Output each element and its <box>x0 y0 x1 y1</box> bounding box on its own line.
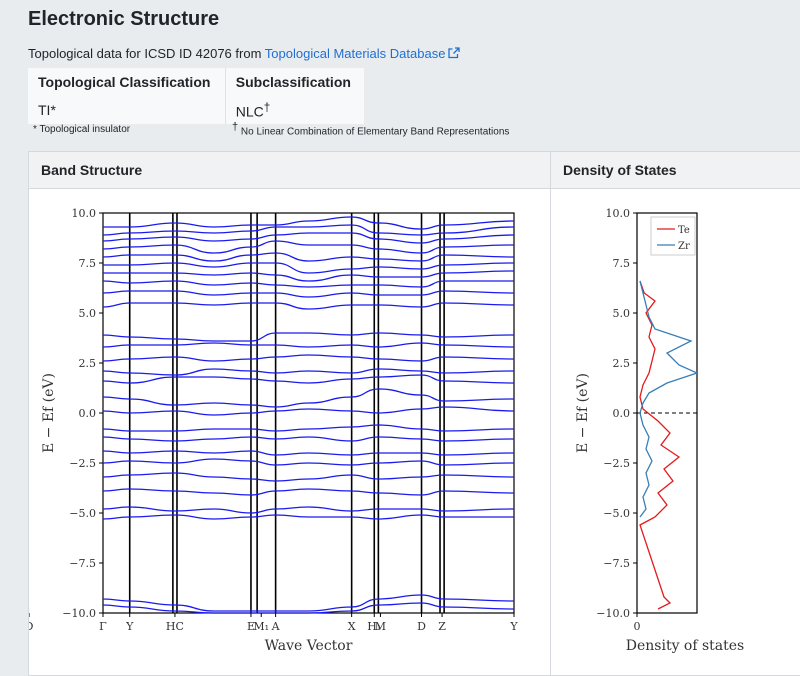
dos-series-zr <box>639 280 699 518</box>
band-line <box>102 374 515 384</box>
legend-label-zr: Zr <box>678 241 690 252</box>
y-tick-label: −10.0 <box>62 607 96 620</box>
band-line <box>102 252 515 262</box>
kpoint-label: M₁ <box>253 620 269 633</box>
band-line <box>102 436 515 442</box>
band-line <box>102 224 515 236</box>
band-line <box>102 232 515 244</box>
kpoint-label: D <box>417 620 426 633</box>
dos-y-tick-label: 2.5 <box>613 357 631 370</box>
band-line <box>102 602 515 614</box>
band-line <box>102 506 515 514</box>
kpoint-label: H₁ <box>367 620 381 633</box>
kpoint-label: Γ <box>99 620 107 633</box>
y-tick-label: −2.5 <box>69 457 96 470</box>
kpoint-label: Y <box>125 620 134 633</box>
y-axis-label: E − Ef (eV) <box>41 373 57 453</box>
classification-header: Topological Classification <box>38 74 211 90</box>
footnote-ti: * Topological insulator <box>33 124 131 135</box>
classification-table: Topological Classification Subclassifica… <box>28 68 364 124</box>
dos-y-tick-label: 10.0 <box>606 207 631 220</box>
dos-legend: Te Zr <box>650 216 696 256</box>
footnote-nlc: † No Linear Combination of Elementary Ba… <box>232 121 509 137</box>
x-axis-label: Wave Vector <box>265 638 353 654</box>
band-line <box>102 406 515 416</box>
classification-value: TI* <box>38 102 56 118</box>
dos-x-tick-label: 0 <box>634 620 641 633</box>
dos-y-tick-label: −10.0 <box>596 607 630 620</box>
external-link-icon[interactable] <box>448 47 461 62</box>
dos-y-tick-label: 7.5 <box>613 257 631 270</box>
kpoint-label: HC <box>166 620 184 633</box>
dos-y-tick-label: 5.0 <box>613 307 631 320</box>
topological-db-link[interactable]: Topological Materials Database <box>264 46 446 61</box>
source-prefix: Topological data for ICSD ID 42076 from <box>28 46 265 61</box>
y-tick-label: 0.0 <box>79 407 97 420</box>
source-line: Topological data for ICSD ID 42076 from … <box>28 46 461 62</box>
band-line <box>102 450 515 456</box>
band-line <box>102 216 515 230</box>
band-line <box>102 354 515 362</box>
dos-y-axis-label: E − Ef (eV) <box>575 373 591 453</box>
band-line <box>102 424 515 432</box>
subclassification-header: Subclassification <box>224 68 364 96</box>
footnote-nlc-sup: † <box>232 121 239 133</box>
kpoint-label: E <box>247 620 255 633</box>
y-tick-label: −5.0 <box>69 507 96 520</box>
band-line <box>102 302 515 310</box>
dos-y-tick-label: −7.5 <box>603 557 630 570</box>
electronic-structure-card: Band Structure Density of States 10.0 7.5… <box>28 151 800 676</box>
y-tick-label: 10.0 <box>72 207 97 220</box>
dos-y-tick-label: −2.5 <box>603 457 630 470</box>
kpoint-label: X <box>348 620 356 633</box>
card-header: Band Structure Density of States <box>29 152 800 189</box>
dos-header: Density of States <box>563 162 677 178</box>
kpoint-label: Z <box>438 620 446 633</box>
band-line <box>102 332 515 342</box>
band-line <box>103 270 515 282</box>
band-line <box>102 514 514 520</box>
band-line <box>102 594 515 612</box>
dos-chart: 10.0 7.5 5.0 2.5 0.0 −2.5 −5.0 −7.5 −10.0 Te Zr 0 De… <box>575 207 745 654</box>
y-tick-label: −7.5 <box>69 557 96 570</box>
dos-series-te <box>639 280 681 610</box>
kpoint-label: A <box>271 620 281 633</box>
subclassification-text: NLC <box>235 103 264 120</box>
kpoint-label: M <box>375 620 386 633</box>
band-line <box>102 388 515 408</box>
band-structure-header: Band Structure <box>41 162 143 178</box>
panel-divider <box>550 152 551 675</box>
band-line <box>102 280 514 288</box>
band-line <box>102 458 515 466</box>
kpoint-label: D <box>29 620 34 633</box>
band-line <box>102 368 515 376</box>
band-line <box>102 262 515 274</box>
band-line <box>102 488 515 496</box>
page-title: Electronic Structure <box>28 8 220 30</box>
y-tick-label: 5.0 <box>79 307 97 320</box>
band-line <box>102 290 515 298</box>
kpoint-label: Y <box>509 620 518 633</box>
dos-x-axis-label: Density of states <box>626 638 745 654</box>
band-line <box>102 240 515 254</box>
subclassification-sup: † <box>263 100 271 114</box>
y-tick-label: 7.5 <box>79 257 97 270</box>
band-structure-chart: 10.0 7.5 5.0 2.5 0.0 −2.5 −5.0 −7.5 −10.0Γ Y HC EM₁… <box>29 207 518 654</box>
subclassification-value: NLC† <box>224 96 364 124</box>
band-line <box>102 472 515 482</box>
footnote-nlc-text: No Linear Combination of Elementary Band… <box>240 126 510 138</box>
band-plot-frame <box>102 212 515 614</box>
band-line <box>102 342 515 348</box>
dos-y-tick-label: 0.0 <box>613 407 631 420</box>
y-tick-label: 2.5 <box>79 357 97 370</box>
legend-label-te: Te <box>678 225 690 236</box>
dos-y-tick-label: −5.0 <box>603 507 630 520</box>
dos-legend-box <box>650 216 696 256</box>
